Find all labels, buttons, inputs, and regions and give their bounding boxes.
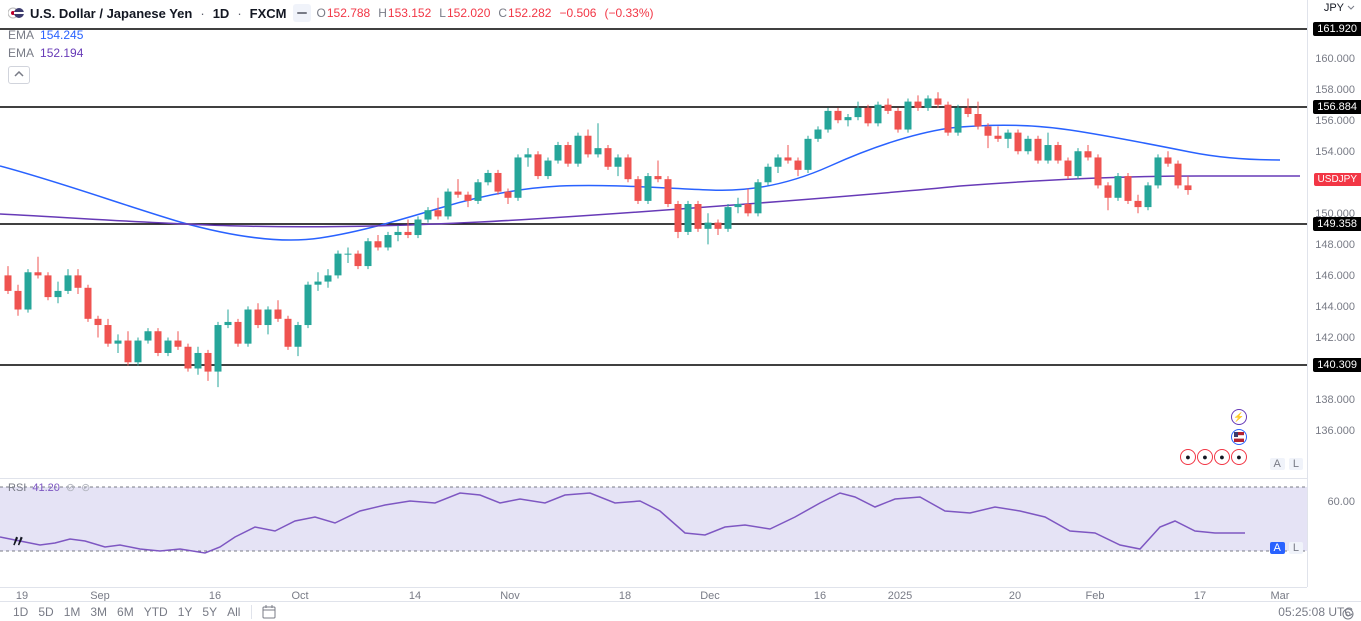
y-tick: 136.000	[1315, 425, 1355, 437]
price-pane-badges: A L	[1270, 458, 1303, 470]
timeframe-label[interactable]: 1D	[213, 6, 230, 21]
timeframe-all[interactable]: All	[222, 605, 245, 619]
chart-header: U.S. Dollar / Japanese Yen 1D FXCM O152.…	[0, 0, 1307, 26]
event-markers[interactable]: ⚡ ● ● ● ●	[1180, 409, 1247, 465]
rsi-y-tick: 60.00	[1327, 496, 1355, 508]
y-tick: 148.000	[1315, 239, 1355, 251]
hide-indicator-icon[interactable]	[293, 4, 311, 22]
price-y-axis[interactable]: JPY 160.000158.000156.000154.000152.0001…	[1307, 0, 1361, 587]
timeframe-5d[interactable]: 5D	[33, 605, 58, 619]
y-tick: 154.000	[1315, 146, 1355, 158]
timeframe-3m[interactable]: 3M	[85, 605, 112, 619]
rsi-value: 41.20	[32, 482, 60, 494]
y-tick: 146.000	[1315, 270, 1355, 282]
y-price-tag: USDJPY	[1314, 173, 1361, 186]
bottom-toolbar: 1D5D1M3M6MYTD1Y5YAll 05:25:08 UTC	[0, 601, 1361, 621]
clock: 05:25:08 UTC	[1278, 605, 1353, 619]
y-tick: 144.000	[1315, 301, 1355, 313]
y-price-tag: 161.920	[1313, 22, 1361, 36]
calendar-icon[interactable]	[251, 605, 281, 619]
currency-selector[interactable]: JPY	[1324, 2, 1355, 14]
dot-event-icon[interactable]: ●	[1231, 449, 1247, 465]
y-tick: 160.000	[1315, 53, 1355, 65]
chevron-down-icon	[1347, 4, 1355, 12]
dot-event-icon[interactable]: ●	[1180, 449, 1196, 465]
timeframe-6m[interactable]: 6M	[112, 605, 139, 619]
rsi-settings-icon[interactable]: ⊘	[66, 481, 75, 494]
timeframe-buttons: 1D5D1M3M6MYTD1Y5YAll	[8, 605, 245, 619]
exchange-label: FXCM	[250, 6, 287, 21]
y-price-tag: 149.358	[1313, 217, 1361, 231]
flag-event-icon[interactable]	[1231, 429, 1247, 445]
timeframe-1y[interactable]: 1Y	[173, 605, 198, 619]
timeframe-1m[interactable]: 1M	[59, 605, 86, 619]
y-tick: 158.000	[1315, 84, 1355, 96]
y-price-tag: 156.884	[1313, 100, 1361, 114]
log-badge[interactable]: L	[1289, 458, 1303, 470]
rsi-pane-badges: A L	[1270, 542, 1303, 554]
auto-badge[interactable]: A	[1270, 542, 1285, 554]
price-chart-pane[interactable]: ⚡ ● ● ● ● A L	[0, 24, 1307, 474]
y-tick: 156.000	[1315, 115, 1355, 127]
lightning-event-icon[interactable]: ⚡	[1231, 409, 1247, 425]
ohlc-values: O152.788 H153.152 L152.020 C152.282 −0.5…	[317, 6, 654, 20]
y-price-tag: 140.309	[1313, 358, 1361, 372]
timeframe-5y[interactable]: 5Y	[197, 605, 222, 619]
rsi-name: RSI	[8, 482, 26, 494]
log-badge[interactable]: L	[1289, 542, 1303, 554]
rsi-more-icon[interactable]: ⊘	[81, 481, 90, 494]
timeframe-1d[interactable]: 1D	[8, 605, 33, 619]
tradingview-logo-icon[interactable]: 〃	[10, 528, 25, 552]
y-tick: 138.000	[1315, 394, 1355, 406]
dot-event-icon[interactable]: ●	[1197, 449, 1213, 465]
dot-event-icon[interactable]: ●	[1214, 449, 1230, 465]
symbol-flag-icon	[8, 5, 24, 21]
symbol-title[interactable]: U.S. Dollar / Japanese Yen	[30, 6, 192, 21]
rsi-pane[interactable]: RSI 41.20 ⊘ ⊘ 〃 A L	[0, 478, 1307, 558]
timeframe-ytd[interactable]: YTD	[139, 605, 173, 619]
auto-badge[interactable]: A	[1270, 458, 1285, 470]
y-tick: 142.000	[1315, 332, 1355, 344]
